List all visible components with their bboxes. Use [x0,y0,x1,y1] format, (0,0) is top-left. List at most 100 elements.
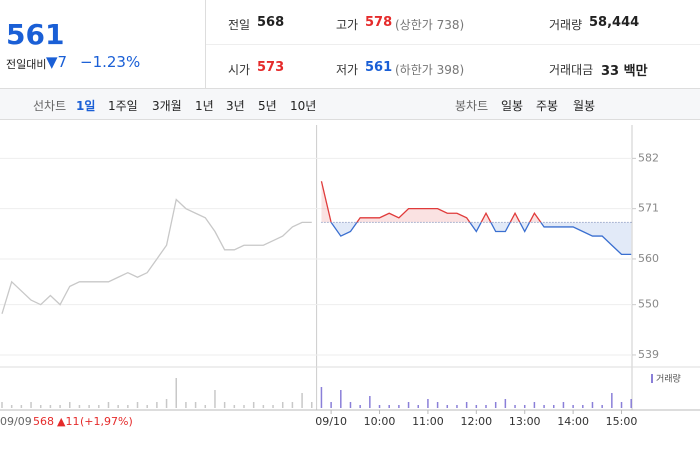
stat-value: 578 [365,15,393,30]
footer-change-pct: (+1,97%) [80,415,133,428]
period-button[interactable]: 주봉 [536,99,559,113]
volume-bar [20,405,23,408]
volume-bar [10,405,13,408]
price-line [1,198,312,314]
y-tick-label: 560 [638,252,659,265]
header: 561 전일대비 ▼7 −1.23% 전일 568 고가 578 (상한가 738) 거래… [0,0,700,89]
area-down [331,222,632,255]
volume-bar [252,402,255,408]
period-button[interactable]: 1주일 [108,99,138,113]
footer-change: ▲11 [57,415,79,428]
volume-bar [582,405,584,408]
stat-label: 저가 [336,63,359,77]
volume-bar [204,405,207,408]
volume-bar [572,405,574,408]
stat-value: 573 [257,60,285,75]
period-button[interactable]: 일봉 [501,99,524,113]
change: ▼7 [46,53,68,71]
volume-bar [523,405,526,408]
stat-note: (하한가 398) [395,63,465,77]
stat-note: (상한가 738) [395,18,465,32]
stat-label: 전일 [228,18,251,32]
price: 561 [6,18,65,51]
volume-bar [359,405,361,408]
volume-bar [194,402,197,408]
toolbar: 선차트 1일 1주일 3개월 1년 3년 5년 10년 봉차트 일봉 주봉 월봉 [0,89,700,120]
y-tick-label: 582 [638,151,659,164]
stat-value: 58,444 [589,15,640,30]
volume-bar [620,402,623,408]
volume-bar [146,405,148,408]
volume-bar [504,399,507,408]
volume-bar [262,405,265,408]
volume-bar [398,405,400,408]
toolbar-label: 선차트 [33,99,67,113]
volume-bar [465,402,468,408]
volume-bar [533,402,536,408]
volume-bar [88,405,90,408]
y-tick-label: 571 [638,202,659,215]
period-button[interactable]: 1일 [76,99,96,113]
period-button[interactable]: 3년 [226,99,245,113]
volume-bar [156,402,158,408]
volume-bar [49,405,52,408]
volume-bar [378,405,381,408]
volume-bar [78,405,81,408]
x-tick-label: 15:00 [606,415,638,428]
period-button[interactable]: 10년 [290,99,317,113]
volume-bar [485,405,487,408]
x-tick-label: 13:00 [509,415,541,428]
volume-bar [107,402,110,408]
volume-bar [562,402,565,408]
stat-label: 거래대금 [549,63,594,77]
footer-date: 09/09 [0,415,32,428]
change-label: 전일대비 [6,58,47,71]
period-button[interactable]: 월봉 [573,99,596,113]
divider [206,44,700,45]
volume-bar [39,405,42,408]
volume-bar [494,402,497,408]
x-tick-label: 10:00 [364,415,396,428]
price-line-up [320,181,542,223]
volume-bar [291,402,294,408]
volume-bar [340,390,342,408]
volume-bar [475,405,478,408]
x-tick-label: 09/10 [315,415,347,428]
volume-bar [214,390,216,408]
x-tick-label: 11:00 [412,415,444,428]
x-tick-label: 14:00 [557,415,589,428]
volume-bar [601,405,603,408]
stat-label: 거래량 [549,18,583,32]
legend-swatch [651,374,653,383]
volume-bar [630,399,632,408]
volume-bar [136,402,139,408]
volume-bar [281,402,284,408]
volume-bar [349,402,352,408]
period-button[interactable]: 5년 [258,99,277,113]
legend-label: 거래량 [656,373,681,385]
volume-bar [243,405,245,408]
volume-bar [223,402,226,408]
volume-bar [69,402,71,408]
volume-bar [330,402,332,408]
volume-bar [369,396,371,408]
x-tick-label: 12:00 [460,415,492,428]
volume-bar [427,399,429,408]
footer-price: 568 [33,415,54,428]
stat-label: 고가 [336,18,359,32]
volume-bar [446,405,449,408]
volume-bar [320,387,323,408]
period-button[interactable]: 3개월 [152,99,182,113]
stat-value: 568 [257,15,285,30]
volume-bar [591,402,594,408]
volume-bar [407,402,410,408]
volume-bar [1,402,3,408]
volume-bar [417,405,419,408]
period-button[interactable]: 1년 [195,99,214,113]
volume-bar [175,378,177,408]
volume-bar [185,402,187,408]
volume-bar [59,405,61,408]
volume-bar [311,402,313,408]
